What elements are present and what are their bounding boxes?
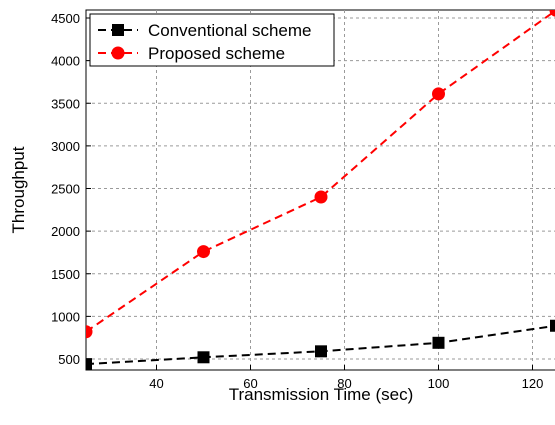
legend-label-conventional: Conventional scheme	[148, 21, 311, 40]
data-point-conventional	[197, 351, 210, 364]
series-layer	[86, 10, 555, 370]
data-point-conventional	[550, 319, 555, 332]
legend-label-proposed: Proposed scheme	[148, 44, 285, 63]
x-axis-title: Transmission Time (sec)	[229, 385, 414, 404]
x-tick-label: 80	[337, 376, 351, 391]
y-tick-label: 4000	[51, 54, 80, 69]
y-tick-label: 2500	[51, 182, 80, 197]
x-tick-label: 120	[522, 376, 544, 391]
series-line-1	[86, 10, 555, 333]
data-point-proposed	[432, 87, 445, 101]
data-point-conventional	[86, 358, 92, 370]
y-axis: 500 1000 1500 2000 2500 3000 3500 4000 4500	[51, 11, 91, 367]
data-point-conventional	[315, 345, 327, 358]
data-point-proposed	[549, 10, 555, 17]
y-tick-label: 1000	[51, 309, 80, 324]
x-axis: 40 60 80 100 120	[149, 365, 543, 391]
y-axis-title: Throughput	[9, 146, 28, 233]
legend-box	[89, 13, 335, 67]
data-point-proposed	[86, 325, 93, 339]
y-tick-label: 3000	[51, 139, 80, 154]
data-point-conventional	[432, 336, 445, 349]
data-point-proposed	[197, 245, 210, 259]
legend-item-proposed: Proposed scheme	[98, 44, 285, 63]
x-tick-label: 40	[149, 376, 163, 391]
y-tick-label: 2000	[51, 224, 80, 239]
y-tick-label: 3500	[51, 96, 80, 111]
x-tick-label: 100	[428, 376, 450, 391]
data-point-proposed	[314, 190, 328, 204]
x-tick-label: 60	[243, 376, 257, 391]
y-tick-label: 4500	[51, 11, 80, 26]
plot-area	[85, 9, 555, 371]
legend-item-conventional: Conventional scheme	[98, 21, 311, 40]
y-tick-label: 1500	[51, 267, 80, 282]
y-tick-label: 500	[58, 352, 80, 367]
legend-marker-square	[112, 24, 124, 36]
legend: Conventional scheme Proposed scheme	[89, 13, 335, 67]
legend-marker-circle	[111, 46, 125, 60]
